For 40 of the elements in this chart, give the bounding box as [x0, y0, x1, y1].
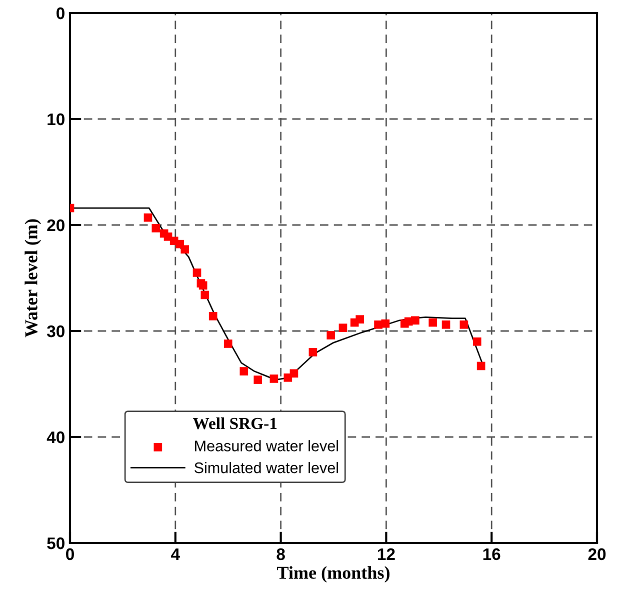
point [240, 367, 248, 376]
legend-label: Measured water level [195, 440, 338, 452]
point [254, 376, 262, 384]
point [326, 331, 336, 340]
point [308, 348, 318, 356]
point [338, 324, 348, 332]
y-tick-label: 30 [46, 325, 64, 338]
point [411, 316, 420, 325]
point [192, 268, 202, 277]
y-tick-label: 10 [48, 113, 64, 126]
point [472, 337, 482, 346]
point [476, 362, 486, 370]
x-tick-label: 12 [378, 548, 395, 560]
point [290, 369, 298, 378]
point [224, 340, 232, 348]
y-tick-label: 50 [47, 537, 64, 550]
point [442, 320, 450, 329]
y-axis-title: Water level (m) [24, 219, 42, 338]
point [381, 319, 390, 328]
point [200, 290, 210, 300]
x-tick-label: 8 [276, 548, 285, 560]
x-tick-label: 4 [171, 548, 180, 560]
y-tick-label: 0 [56, 7, 64, 20]
legend-title: Well SRG-1 [192, 417, 277, 430]
y-tick-label: 40 [46, 431, 64, 444]
x-axis-title: Time (months) [277, 566, 390, 583]
point [198, 281, 208, 290]
x-tick-label: 20 [588, 548, 606, 560]
point [208, 312, 218, 320]
point [460, 320, 468, 329]
legend-label: Simulated water level [194, 462, 338, 474]
point [144, 213, 152, 222]
point [428, 318, 438, 327]
point [152, 224, 160, 232]
y-tick-label: 20 [47, 219, 64, 232]
x-tick-label: 16 [483, 548, 500, 560]
point [356, 315, 364, 324]
x-tick-label: 0 [66, 548, 74, 560]
point [180, 245, 190, 254]
point [270, 374, 278, 383]
